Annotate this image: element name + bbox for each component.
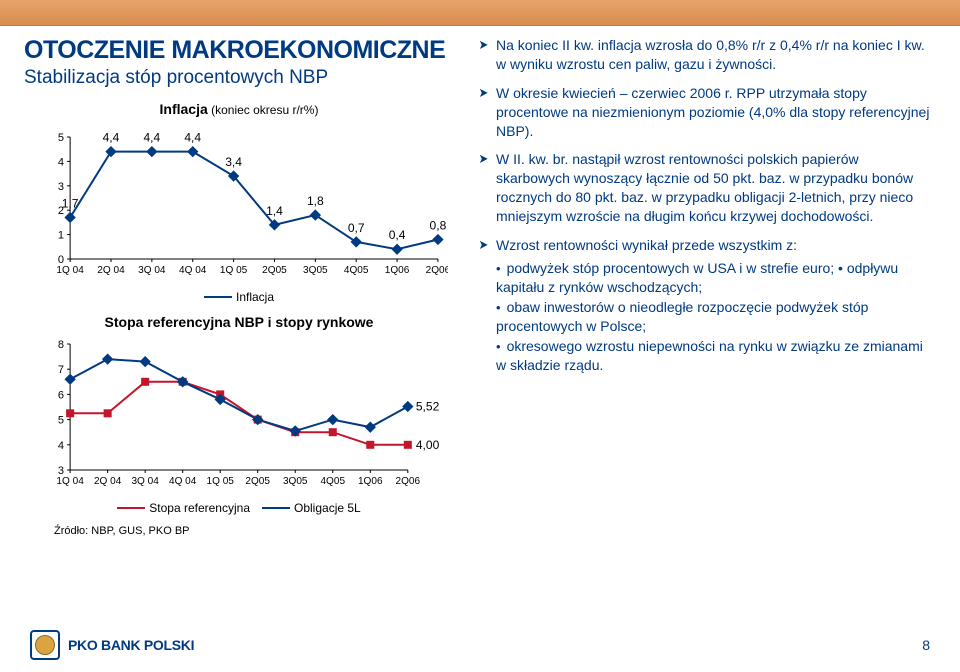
svg-text:4: 4 <box>58 156 64 168</box>
legend-label: Obligacje 5L <box>294 501 361 515</box>
inflation-legend: Inflacja <box>24 287 454 304</box>
left-column: OTOCZENIE MAKROEKONOMICZNE Stabilizacja … <box>24 36 454 537</box>
page-number: 8 <box>922 637 930 653</box>
bullet-item: Wzrost rentowności wynikał przede wszyst… <box>478 236 936 374</box>
svg-text:0,7: 0,7 <box>348 221 365 235</box>
svg-text:3Q05: 3Q05 <box>283 476 308 487</box>
svg-text:1,7: 1,7 <box>62 197 79 211</box>
svg-text:2Q 04: 2Q 04 <box>97 265 125 276</box>
header-strip <box>0 0 960 26</box>
svg-text:0,8: 0,8 <box>430 219 447 233</box>
svg-text:4Q05: 4Q05 <box>320 476 345 487</box>
page-subtitle: Stabilizacja stóp procentowych NBP <box>24 67 454 89</box>
logo: PKO BANK POLSKI <box>30 630 194 660</box>
legend-label-inflacja: Inflacja <box>236 290 274 304</box>
logo-text: PKO BANK POLSKI <box>68 637 194 653</box>
svg-text:7: 7 <box>58 364 64 376</box>
rates-chart-title: Stopa referencyjna NBP i stopy rynkowe <box>24 314 454 330</box>
svg-text:2Q 04: 2Q 04 <box>94 476 122 487</box>
sub-bullet-item: podwyżek stóp procentowych w USA i w str… <box>496 259 936 296</box>
svg-text:3Q 04: 3Q 04 <box>138 265 166 276</box>
svg-text:4,4: 4,4 <box>103 131 120 145</box>
svg-text:4,00: 4,00 <box>416 438 440 452</box>
main-content: OTOCZENIE MAKROEKONOMICZNE Stabilizacja … <box>0 26 960 537</box>
footer: PKO BANK POLSKI 8 <box>0 630 960 660</box>
svg-text:4Q 04: 4Q 04 <box>169 476 197 487</box>
sub-bullet-list: podwyżek stóp procentowych w USA i w str… <box>496 259 936 374</box>
inflation-chart-title: Inflacja (koniec okresu r/r%) <box>24 101 454 117</box>
logo-badge-icon <box>30 630 60 660</box>
svg-text:3Q05: 3Q05 <box>303 265 328 276</box>
rates-chart-block: Stopa referencyjna NBP i stopy rynkowe 3… <box>24 314 454 515</box>
svg-text:2Q05: 2Q05 <box>245 476 270 487</box>
svg-text:4,4: 4,4 <box>184 131 201 145</box>
legend-item: Obligacje 5L <box>262 501 361 515</box>
svg-text:4: 4 <box>58 440 64 452</box>
svg-text:6: 6 <box>58 389 64 401</box>
svg-text:5,52: 5,52 <box>416 400 440 414</box>
svg-text:1Q 04: 1Q 04 <box>56 476 84 487</box>
svg-text:5: 5 <box>58 132 64 144</box>
svg-text:3: 3 <box>58 181 64 193</box>
sub-bullet-item: okresowego wzrostu niepewności na rynku … <box>496 337 936 374</box>
svg-text:1Q 05: 1Q 05 <box>207 476 235 487</box>
inflation-chart-title-bold: Inflacja <box>160 101 208 117</box>
rates-chart: 3456781Q 042Q 043Q 044Q 041Q 052Q053Q054… <box>46 334 448 494</box>
svg-text:1Q06: 1Q06 <box>385 265 410 276</box>
svg-text:3,4: 3,4 <box>225 155 242 169</box>
svg-text:1,8: 1,8 <box>307 194 324 208</box>
svg-text:4,4: 4,4 <box>143 131 160 145</box>
bullet-item: Na koniec II kw. inflacja wzrosła do 0,8… <box>478 36 936 74</box>
legend-line-icon <box>117 507 145 509</box>
svg-text:5: 5 <box>58 415 64 427</box>
svg-text:8: 8 <box>58 339 64 351</box>
bullet-item: W II. kw. br. nastąpił wzrost rentownośc… <box>478 150 936 226</box>
legend-item: Stopa referencyjna <box>117 501 250 515</box>
svg-text:2Q06: 2Q06 <box>426 265 448 276</box>
inflation-chart: 0123451Q 042Q 043Q 044Q 041Q 052Q053Q054… <box>46 123 448 283</box>
legend-item-inflacja: Inflacja <box>204 290 274 304</box>
rates-legend: Stopa referencyjna Obligacje 5L <box>24 498 454 515</box>
bullet-item: W okresie kwiecień – czerwiec 2006 r. RP… <box>478 84 936 141</box>
svg-text:1,4: 1,4 <box>266 204 283 218</box>
legend-line-icon <box>204 296 232 298</box>
svg-text:3Q 04: 3Q 04 <box>131 476 159 487</box>
svg-text:2Q06: 2Q06 <box>396 476 421 487</box>
svg-text:1Q 04: 1Q 04 <box>56 265 84 276</box>
svg-text:2Q05: 2Q05 <box>262 265 287 276</box>
legend-line-icon <box>262 507 290 509</box>
svg-text:0,4: 0,4 <box>389 228 406 242</box>
legend-label: Stopa referencyjna <box>149 501 250 515</box>
bullet-list: Na koniec II kw. inflacja wzrosła do 0,8… <box>478 36 936 374</box>
inflation-chart-block: Inflacja (koniec okresu r/r%) 0123451Q 0… <box>24 101 454 304</box>
source-text: Źródło: NBP, GUS, PKO BP <box>54 525 454 537</box>
svg-text:1Q06: 1Q06 <box>358 476 383 487</box>
sub-bullet-item: obaw inwestorów o nieodległe rozpoczęcie… <box>496 298 936 335</box>
svg-text:1: 1 <box>58 230 64 242</box>
svg-text:4Q05: 4Q05 <box>344 265 369 276</box>
inflation-chart-title-note: (koniec okresu r/r%) <box>208 103 319 117</box>
svg-text:1Q 05: 1Q 05 <box>220 265 248 276</box>
page-title: OTOCZENIE MAKROEKONOMICZNE <box>24 36 454 65</box>
right-column: Na koniec II kw. inflacja wzrosła do 0,8… <box>478 36 936 537</box>
svg-text:4Q 04: 4Q 04 <box>179 265 207 276</box>
